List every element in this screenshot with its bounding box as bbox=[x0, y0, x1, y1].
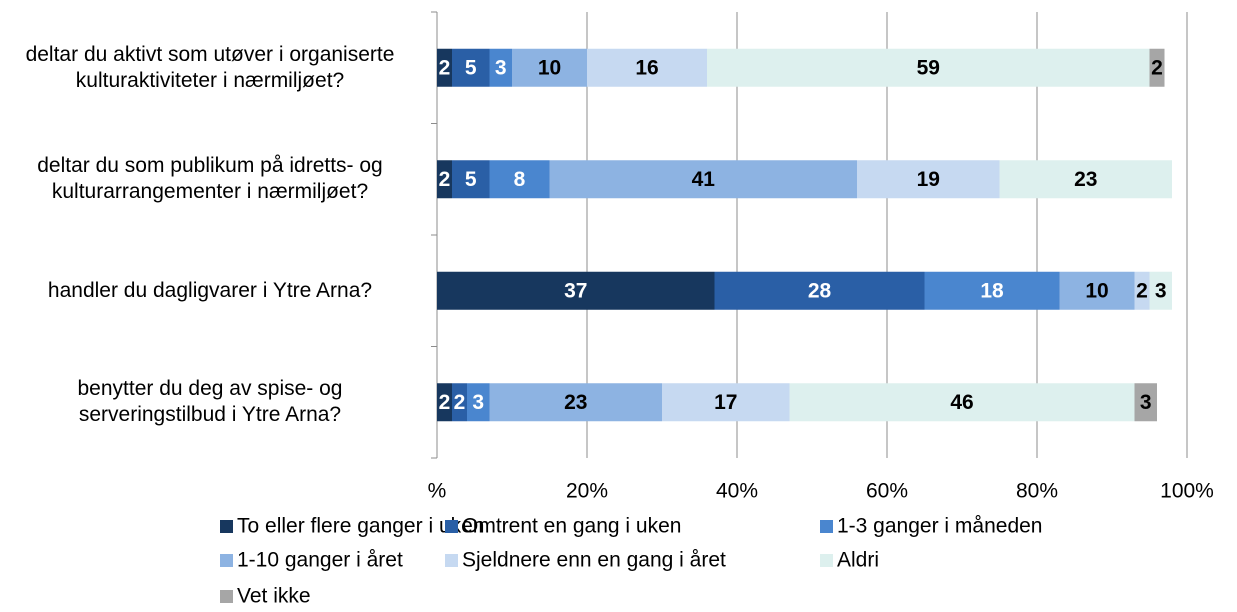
bar-segment bbox=[512, 48, 587, 87]
data-label: 19 bbox=[917, 168, 940, 191]
legend-label: To eller flere ganger i uken bbox=[237, 515, 484, 538]
legend-label: Sjeldnere enn en gang i året bbox=[462, 549, 726, 572]
bar-segment bbox=[467, 383, 490, 422]
legend-label: Vet ikke bbox=[237, 585, 311, 608]
data-label: 8 bbox=[514, 168, 526, 191]
data-label: 5 bbox=[465, 56, 477, 79]
bar-segment bbox=[707, 48, 1150, 87]
data-label: 41 bbox=[692, 168, 716, 191]
bar-segment bbox=[437, 48, 452, 87]
data-label: 17 bbox=[714, 391, 737, 414]
data-label: 3 bbox=[1140, 391, 1152, 414]
x-tick-label: 60% bbox=[866, 480, 908, 503]
bar-segment bbox=[437, 160, 452, 199]
bar-segment bbox=[789, 383, 1135, 422]
legend-swatch bbox=[445, 520, 458, 533]
data-label: 37 bbox=[564, 279, 587, 302]
legend-swatch bbox=[220, 554, 233, 567]
bar-segment bbox=[489, 160, 550, 199]
data-label: 2 bbox=[439, 56, 451, 79]
legend-swatch bbox=[820, 520, 833, 533]
legend-swatch bbox=[445, 554, 458, 567]
bar-segment bbox=[489, 383, 662, 422]
bar-segment bbox=[452, 48, 490, 87]
x-tick-label: 100% bbox=[1160, 480, 1214, 503]
data-label: 16 bbox=[635, 56, 658, 79]
data-label: 46 bbox=[950, 391, 973, 414]
bar-segment bbox=[1134, 383, 1157, 422]
data-label: 2 bbox=[439, 168, 451, 191]
data-label: 3 bbox=[472, 391, 484, 414]
bar-segment bbox=[714, 271, 925, 310]
bar-segment bbox=[437, 271, 715, 310]
bar-segment bbox=[549, 160, 857, 199]
legend-swatch bbox=[220, 520, 233, 533]
x-tick-label: 80% bbox=[1016, 480, 1058, 503]
bar-segment bbox=[1149, 48, 1165, 87]
legend-label: Omtrent en gang i uken bbox=[462, 515, 681, 538]
bar-segment bbox=[1149, 271, 1172, 310]
bar-segment bbox=[489, 48, 512, 87]
bar-segment bbox=[999, 160, 1172, 199]
data-label: 10 bbox=[538, 56, 561, 79]
bar-segment bbox=[437, 383, 452, 422]
bar-segment bbox=[662, 383, 790, 422]
legend-label: Aldri bbox=[837, 549, 879, 572]
x-tick-label: 20% bbox=[566, 480, 608, 503]
data-label: 23 bbox=[1074, 168, 1097, 191]
data-label: 2 bbox=[1151, 56, 1163, 79]
legend-swatch bbox=[220, 590, 233, 603]
legend-swatch bbox=[820, 554, 833, 567]
category-label: deltar du som publikum på idretts- og ku… bbox=[37, 154, 383, 204]
data-label: 3 bbox=[1155, 279, 1167, 302]
data-label: 2 bbox=[439, 391, 451, 414]
bar-segment bbox=[1134, 271, 1150, 310]
data-label: 2 bbox=[1136, 279, 1148, 302]
data-label: 18 bbox=[980, 279, 1004, 302]
bar-segment bbox=[587, 48, 707, 87]
legend-label: 1-3 ganger i måneden bbox=[837, 515, 1042, 538]
bar-segment bbox=[924, 271, 1060, 310]
data-label: 28 bbox=[808, 279, 832, 302]
bar-segment bbox=[452, 160, 490, 199]
bar-segment bbox=[857, 160, 1000, 199]
data-label: 5 bbox=[465, 168, 477, 191]
category-label: deltar du aktivt som utøver i organisert… bbox=[25, 42, 395, 92]
bar-segment bbox=[1059, 271, 1135, 310]
x-tick-label: 40% bbox=[716, 480, 758, 503]
bar-segment bbox=[452, 383, 467, 422]
x-tick-label: % bbox=[428, 480, 447, 503]
category-label: benytter du deg av spise- og serveringst… bbox=[77, 377, 343, 427]
data-label: 10 bbox=[1085, 279, 1108, 302]
category-label: handler du dagligvarer i Ytre Arna? bbox=[47, 278, 373, 302]
data-label: 59 bbox=[917, 56, 940, 79]
data-label: 23 bbox=[564, 391, 587, 414]
data-label: 2 bbox=[454, 391, 466, 414]
legend-label: 1-10 ganger i året bbox=[237, 549, 403, 572]
data-label: 3 bbox=[495, 56, 507, 79]
